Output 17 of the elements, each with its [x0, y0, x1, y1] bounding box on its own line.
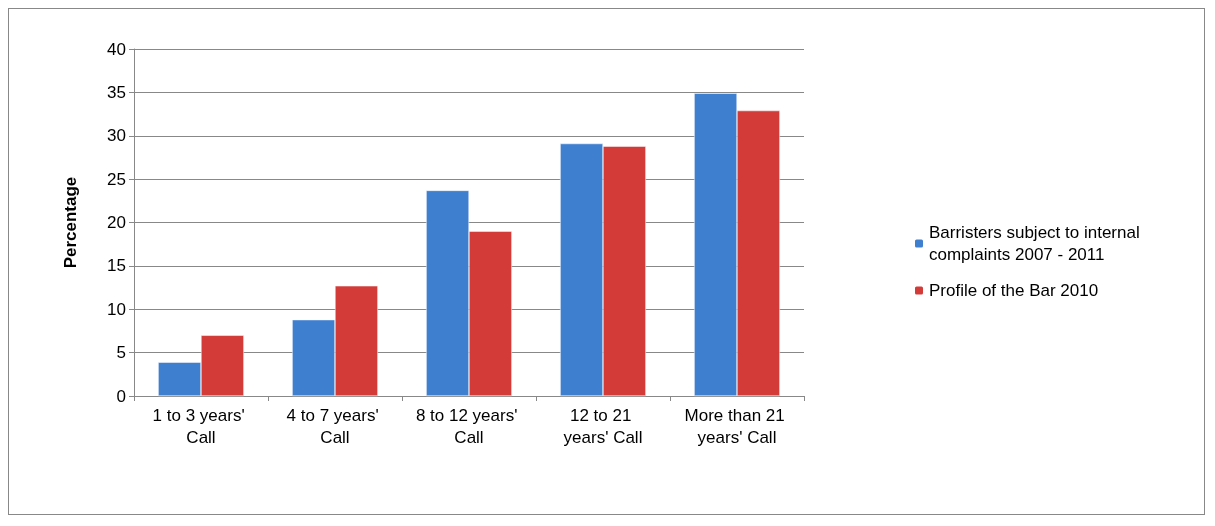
x-tick-label: More than 21 years' Call: [684, 405, 790, 447]
y-axis-title: Percentage: [61, 176, 80, 269]
y-tick-label: 25: [107, 169, 126, 189]
x-tick-label: 8 to 12 years' Call: [415, 405, 523, 447]
y-tick-label: 10: [107, 299, 126, 319]
legend-label: Profile of the Bar 2010: [929, 281, 1099, 300]
y-tick-label: 15: [107, 256, 126, 276]
x-tick-label: 4 to 7 years' Call: [286, 405, 384, 447]
x-tick-label: 12 to 21 years' Call: [563, 405, 643, 447]
y-tick-label: 5: [116, 343, 126, 363]
x-tick-label: 1 to 3 years' Call: [152, 405, 250, 447]
y-tick-label: 35: [107, 82, 126, 102]
y-tick-label: 0: [116, 386, 126, 406]
y-tick-label: 30: [107, 126, 126, 146]
y-tick-label: 20: [107, 213, 126, 232]
y-tick-label: 40: [107, 39, 126, 59]
legend-label: Barristers subject to internal complaints 2007 - 2011: [929, 223, 1145, 264]
